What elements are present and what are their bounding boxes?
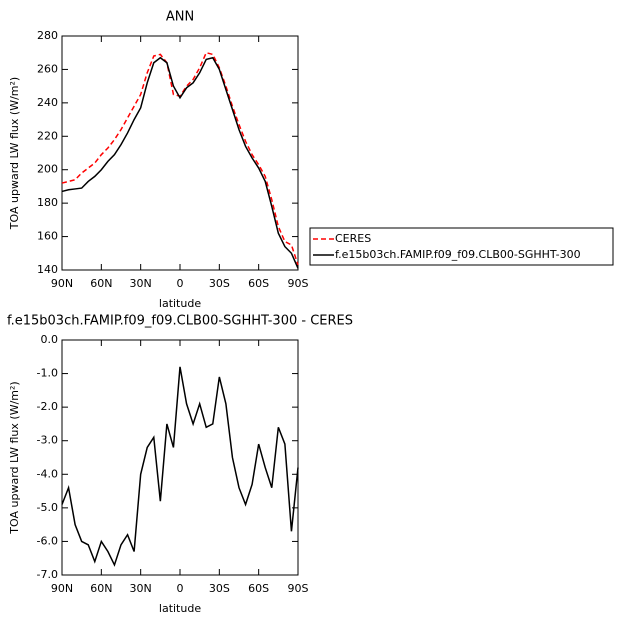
legend-label: CERES	[335, 232, 371, 245]
y-tick-label: -6.0	[37, 534, 58, 547]
y-tick-label: -1.0	[37, 367, 58, 380]
y-tick-label: 180	[37, 196, 58, 209]
y-tick-label: 0.0	[41, 333, 59, 346]
x-tick-label: 30S	[209, 582, 230, 595]
legend-box	[309, 227, 614, 266]
y-tick-label: 160	[37, 230, 58, 243]
x-tick-label: 0	[177, 582, 184, 595]
x-tick-label: 90N	[51, 277, 73, 290]
chart-title: ANN	[166, 10, 194, 25]
x-tick-label: 60N	[90, 582, 112, 595]
x-tick-label: 0	[177, 277, 184, 290]
y-tick-label: 260	[37, 62, 58, 75]
data-line	[61, 51, 299, 266]
x-tick-label: 90S	[288, 277, 309, 290]
x-tick-label: 30S	[209, 277, 230, 290]
x-axis-label: latitude	[159, 297, 201, 310]
y-axis-label: TOA upward LW flux (W/m²)	[8, 381, 21, 534]
y-tick-label: 280	[37, 29, 58, 42]
chart-title: f.e15b03ch.FAMIP.f09_f09.CLB00-SGHHT-300…	[7, 314, 353, 329]
y-tick-label: -4.0	[37, 467, 58, 480]
y-axis-label: TOA upward LW flux (W/m²)	[8, 77, 21, 230]
data-line	[61, 366, 299, 567]
y-tick-label: -7.0	[37, 568, 58, 581]
data-line	[61, 56, 299, 269]
plot-frame	[61, 35, 299, 271]
y-tick-label: 220	[37, 129, 58, 142]
x-tick-label: 90S	[288, 582, 309, 595]
y-tick-label: -2.0	[37, 400, 58, 413]
x-tick-label: 60S	[248, 582, 269, 595]
x-tick-label: 60S	[248, 277, 269, 290]
x-tick-label: 30N	[130, 582, 152, 595]
x-tick-label: 60N	[90, 277, 112, 290]
x-tick-label: 30N	[130, 277, 152, 290]
y-tick-label: -5.0	[37, 501, 58, 514]
y-tick-label: 140	[37, 263, 58, 276]
y-tick-label: 240	[37, 96, 58, 109]
y-tick-label: 200	[37, 163, 58, 176]
legend-label: f.e15b03ch.FAMIP.f09_f09.CLB00-SGHHT-300	[335, 248, 581, 261]
x-axis-label: latitude	[159, 602, 201, 615]
y-tick-label: -3.0	[37, 434, 58, 447]
x-tick-label: 90N	[51, 582, 73, 595]
